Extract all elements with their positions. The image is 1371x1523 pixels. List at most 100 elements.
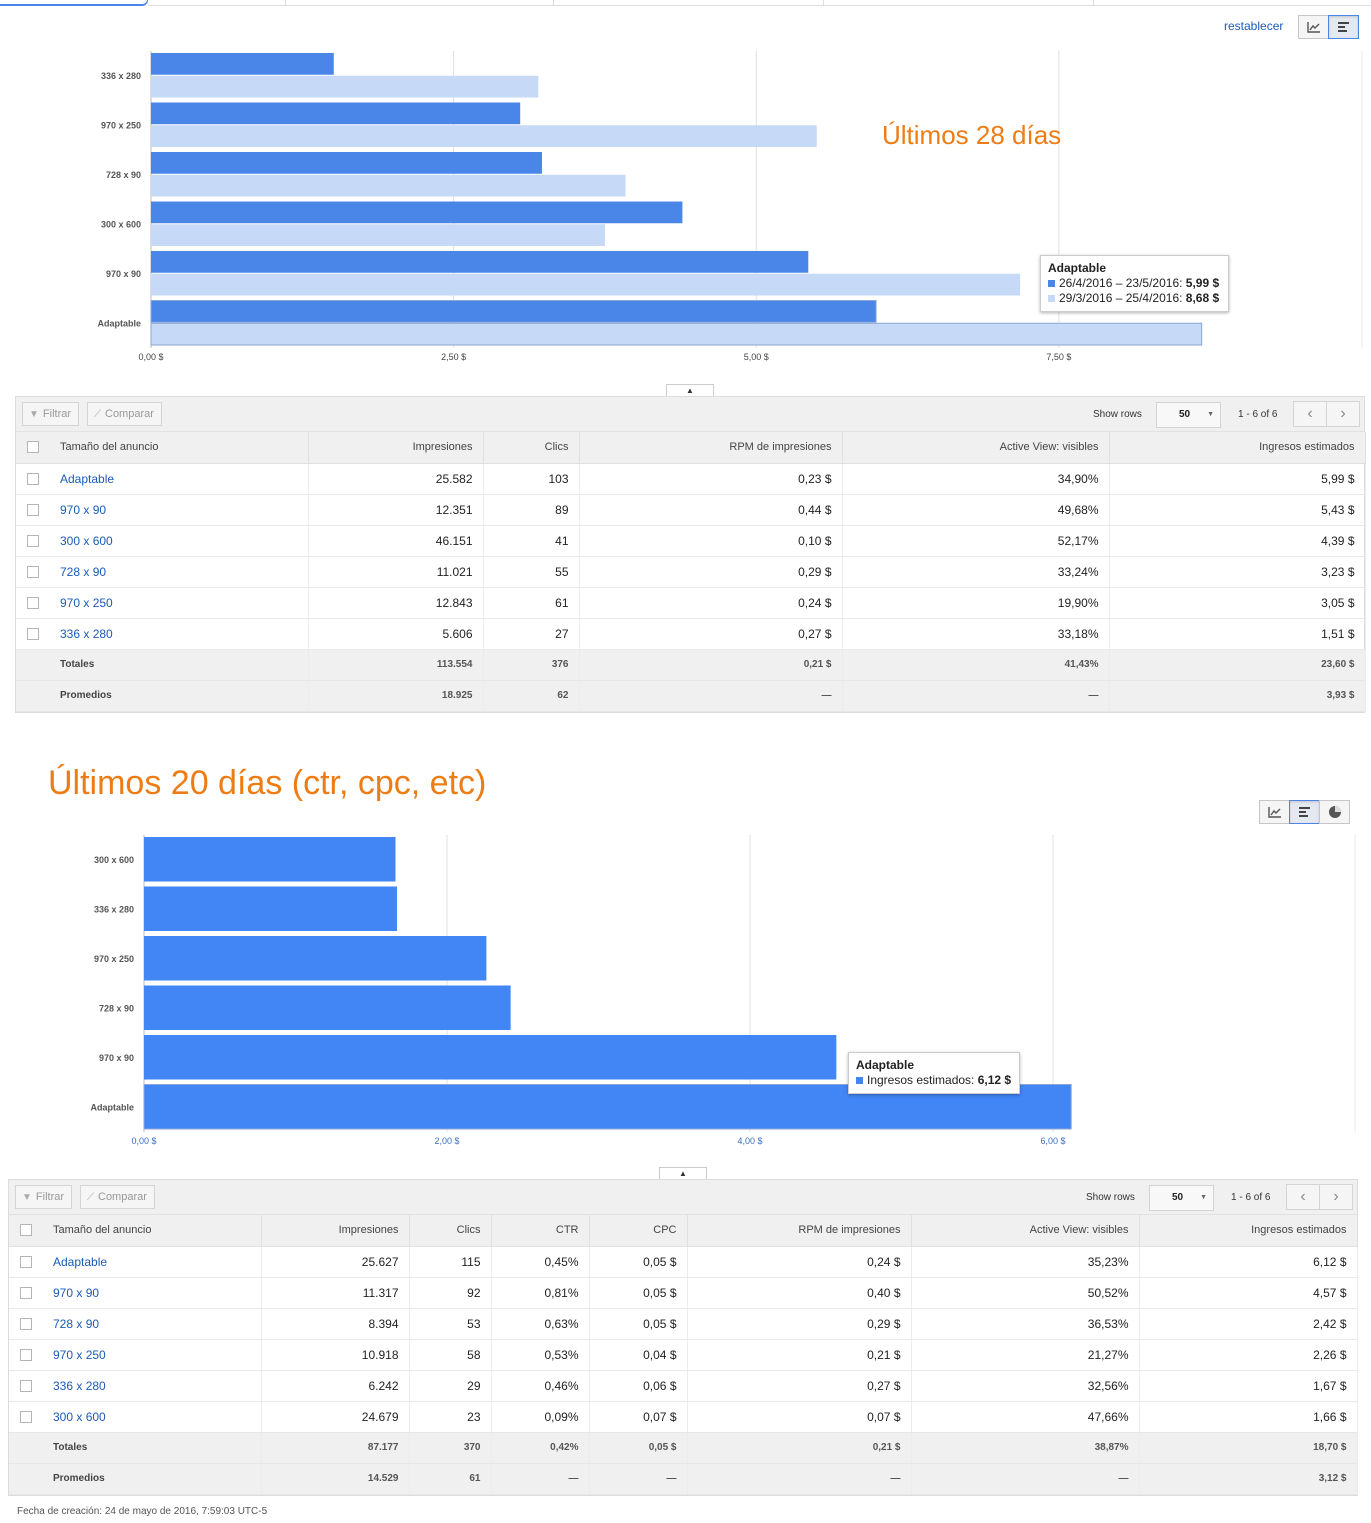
column-header[interactable]: CPC xyxy=(589,1215,688,1247)
summary-cell: — xyxy=(687,1463,912,1495)
row-checkbox-cell[interactable] xyxy=(16,587,50,619)
row-checkbox-cell[interactable] xyxy=(9,1401,43,1433)
checkbox[interactable] xyxy=(27,566,39,579)
checkbox[interactable] xyxy=(20,1411,32,1424)
row-checkbox-cell[interactable] xyxy=(9,1246,43,1278)
column-header[interactable]: CTR xyxy=(491,1215,590,1247)
column-header[interactable]: Clics xyxy=(483,432,580,464)
tab[interactable] xyxy=(286,0,554,6)
checkbox[interactable] xyxy=(20,1287,32,1300)
collapse-chart-toggle-2[interactable]: ▲ xyxy=(659,1167,707,1180)
bar-chart-button[interactable] xyxy=(1289,800,1320,824)
summary-cell: 18,70 $ xyxy=(1139,1432,1358,1464)
ad-size-link[interactable]: 336 x 280 xyxy=(50,618,309,650)
line-chart-button[interactable] xyxy=(1298,15,1329,39)
rows-per-page-select[interactable]: 50 ▼ xyxy=(1156,402,1221,428)
checkbox[interactable] xyxy=(20,1224,32,1237)
next-page-button[interactable]: › xyxy=(1319,1184,1353,1210)
ad-size-link[interactable]: 970 x 250 xyxy=(50,587,309,619)
checkbox[interactable] xyxy=(20,1349,32,1362)
column-header[interactable]: Ingresos estimados xyxy=(1139,1215,1358,1247)
summary-cell: — xyxy=(579,680,843,712)
bar-chart-button[interactable] xyxy=(1328,15,1359,39)
ad-size-link[interactable]: 300 x 600 xyxy=(50,525,309,557)
pager: ‹ › xyxy=(1293,401,1360,427)
table-cell: 1,51 $ xyxy=(1109,618,1366,650)
column-header[interactable]: Clics xyxy=(409,1215,492,1247)
ad-size-link[interactable]: Adaptable xyxy=(43,1246,262,1278)
rows-per-page-select[interactable]: 50 ▼ xyxy=(1149,1185,1214,1211)
row-checkbox-cell[interactable] xyxy=(16,556,50,588)
checkbox[interactable] xyxy=(20,1256,32,1269)
table-row[interactable]: 970 x 250 10.918 58 0,53% 0,04 $0,21 $21,27%… xyxy=(9,1339,1358,1371)
next-page-button[interactable]: › xyxy=(1326,401,1360,427)
checkbox[interactable] xyxy=(27,628,39,641)
table-row[interactable]: 300 x 600 24.679 23 0,09% 0,07 $0,07 $47,66%… xyxy=(9,1401,1358,1433)
row-checkbox-cell[interactable] xyxy=(16,463,50,495)
ad-size-link[interactable]: Adaptable xyxy=(50,463,309,495)
table-row[interactable]: 970 x 250 12.843 61 0,24 $19,90% 3,05 $ xyxy=(16,587,1366,619)
checkbox[interactable] xyxy=(27,504,39,517)
filter-button[interactable]: ▼ Filtrar xyxy=(15,1185,73,1209)
row-checkbox-cell[interactable] xyxy=(16,525,50,557)
ad-size-link[interactable]: 970 x 90 xyxy=(43,1277,262,1309)
column-header[interactable]: RPM de impresiones xyxy=(579,432,843,464)
column-header[interactable]: Impresiones xyxy=(308,432,484,464)
select-all-checkbox[interactable] xyxy=(16,432,50,464)
row-checkbox-cell[interactable] xyxy=(9,1277,43,1309)
column-header[interactable]: Ingresos estimados xyxy=(1109,432,1366,464)
table-row[interactable]: 336 x 280 5.606 27 0,27 $33,18% 1,51 $ xyxy=(16,618,1366,650)
column-header[interactable]: Tamaño del anuncio xyxy=(43,1215,262,1247)
column-header[interactable]: Tamaño del anuncio xyxy=(50,432,309,464)
row-checkbox-cell[interactable] xyxy=(9,1339,43,1371)
column-header[interactable]: RPM de impresiones xyxy=(687,1215,912,1247)
checkbox[interactable] xyxy=(27,441,39,454)
ad-size-link[interactable]: 970 x 90 xyxy=(50,494,309,526)
row-checkbox-cell[interactable] xyxy=(9,1370,43,1402)
reset-link[interactable]: restablecer xyxy=(1224,19,1284,33)
checkbox[interactable] xyxy=(20,1318,32,1331)
table-cell: 0,44 $ xyxy=(579,494,843,526)
column-header[interactable]: Impresiones xyxy=(261,1215,410,1247)
summary-cell: 87.177 xyxy=(261,1432,410,1464)
row-checkbox-cell[interactable] xyxy=(16,494,50,526)
column-header[interactable]: Active View: visibles xyxy=(842,432,1110,464)
chart-2-tooltip: Adaptable Ingresos estimados: 6,12 $ xyxy=(848,1052,1020,1094)
row-checkbox-cell[interactable] xyxy=(9,1308,43,1340)
checkbox[interactable] xyxy=(27,473,39,486)
select-all-checkbox[interactable] xyxy=(9,1215,43,1247)
row-checkbox-cell[interactable] xyxy=(16,618,50,650)
pie-chart-button[interactable] xyxy=(1319,800,1350,824)
ad-size-link[interactable]: 970 x 250 xyxy=(43,1339,262,1371)
line-chart-button[interactable] xyxy=(1259,800,1290,824)
column-header[interactable]: Active View: visibles xyxy=(911,1215,1140,1247)
checkbox[interactable] xyxy=(27,535,39,548)
ad-size-link[interactable]: 728 x 90 xyxy=(50,556,309,588)
tab[interactable] xyxy=(148,0,286,6)
table-row[interactable]: Adaptable 25.627 115 0,45% 0,05 $0,24 $35,23… xyxy=(9,1246,1358,1278)
tab[interactable] xyxy=(1094,0,1371,6)
ad-size-link[interactable]: 336 x 280 xyxy=(43,1370,262,1402)
ad-size-link[interactable]: 728 x 90 xyxy=(43,1308,262,1340)
ad-size-link[interactable]: 300 x 600 xyxy=(43,1401,262,1433)
collapse-chart-toggle-1[interactable]: ▲ xyxy=(666,384,714,397)
table-row[interactable]: 336 x 280 6.242 29 0,46% 0,06 $0,27 $32,56% 1… xyxy=(9,1370,1358,1402)
tab-active[interactable] xyxy=(0,0,148,6)
tab[interactable] xyxy=(824,0,1094,6)
filter-button[interactable]: ▼ Filtrar xyxy=(22,402,80,426)
table-row[interactable]: 728 x 90 11.021 55 0,29 $33,24% 3,23 $ xyxy=(16,556,1366,588)
checkbox[interactable] xyxy=(27,597,39,610)
table-row[interactable]: 300 x 600 46.151 41 0,10 $52,17% 4,39 $ xyxy=(16,525,1366,557)
prev-page-button[interactable]: ‹ xyxy=(1286,1184,1320,1210)
checkbox[interactable] xyxy=(20,1380,32,1393)
compare-button[interactable]: ⟋ Comparar xyxy=(80,1185,155,1209)
tab[interactable] xyxy=(554,0,824,6)
prev-page-button[interactable]: ‹ xyxy=(1293,401,1327,427)
table-row[interactable]: 970 x 90 12.351 89 0,44 $49,68% 5,43 $ xyxy=(16,494,1366,526)
x-tick-label: 0,00 $ xyxy=(131,1136,156,1146)
compare-button[interactable]: ⟋ Comparar xyxy=(87,402,162,426)
table-row[interactable]: Adaptable 25.582 103 0,23 $34,90% 5,99 $ xyxy=(16,463,1366,495)
summary-cell: 38,87% xyxy=(911,1432,1140,1464)
table-row[interactable]: 970 x 90 11.317 92 0,81% 0,05 $0,40 $50,52% 4… xyxy=(9,1277,1358,1309)
table-row[interactable]: 728 x 90 8.394 53 0,63% 0,05 $0,29 $36,53% 2,… xyxy=(9,1308,1358,1340)
